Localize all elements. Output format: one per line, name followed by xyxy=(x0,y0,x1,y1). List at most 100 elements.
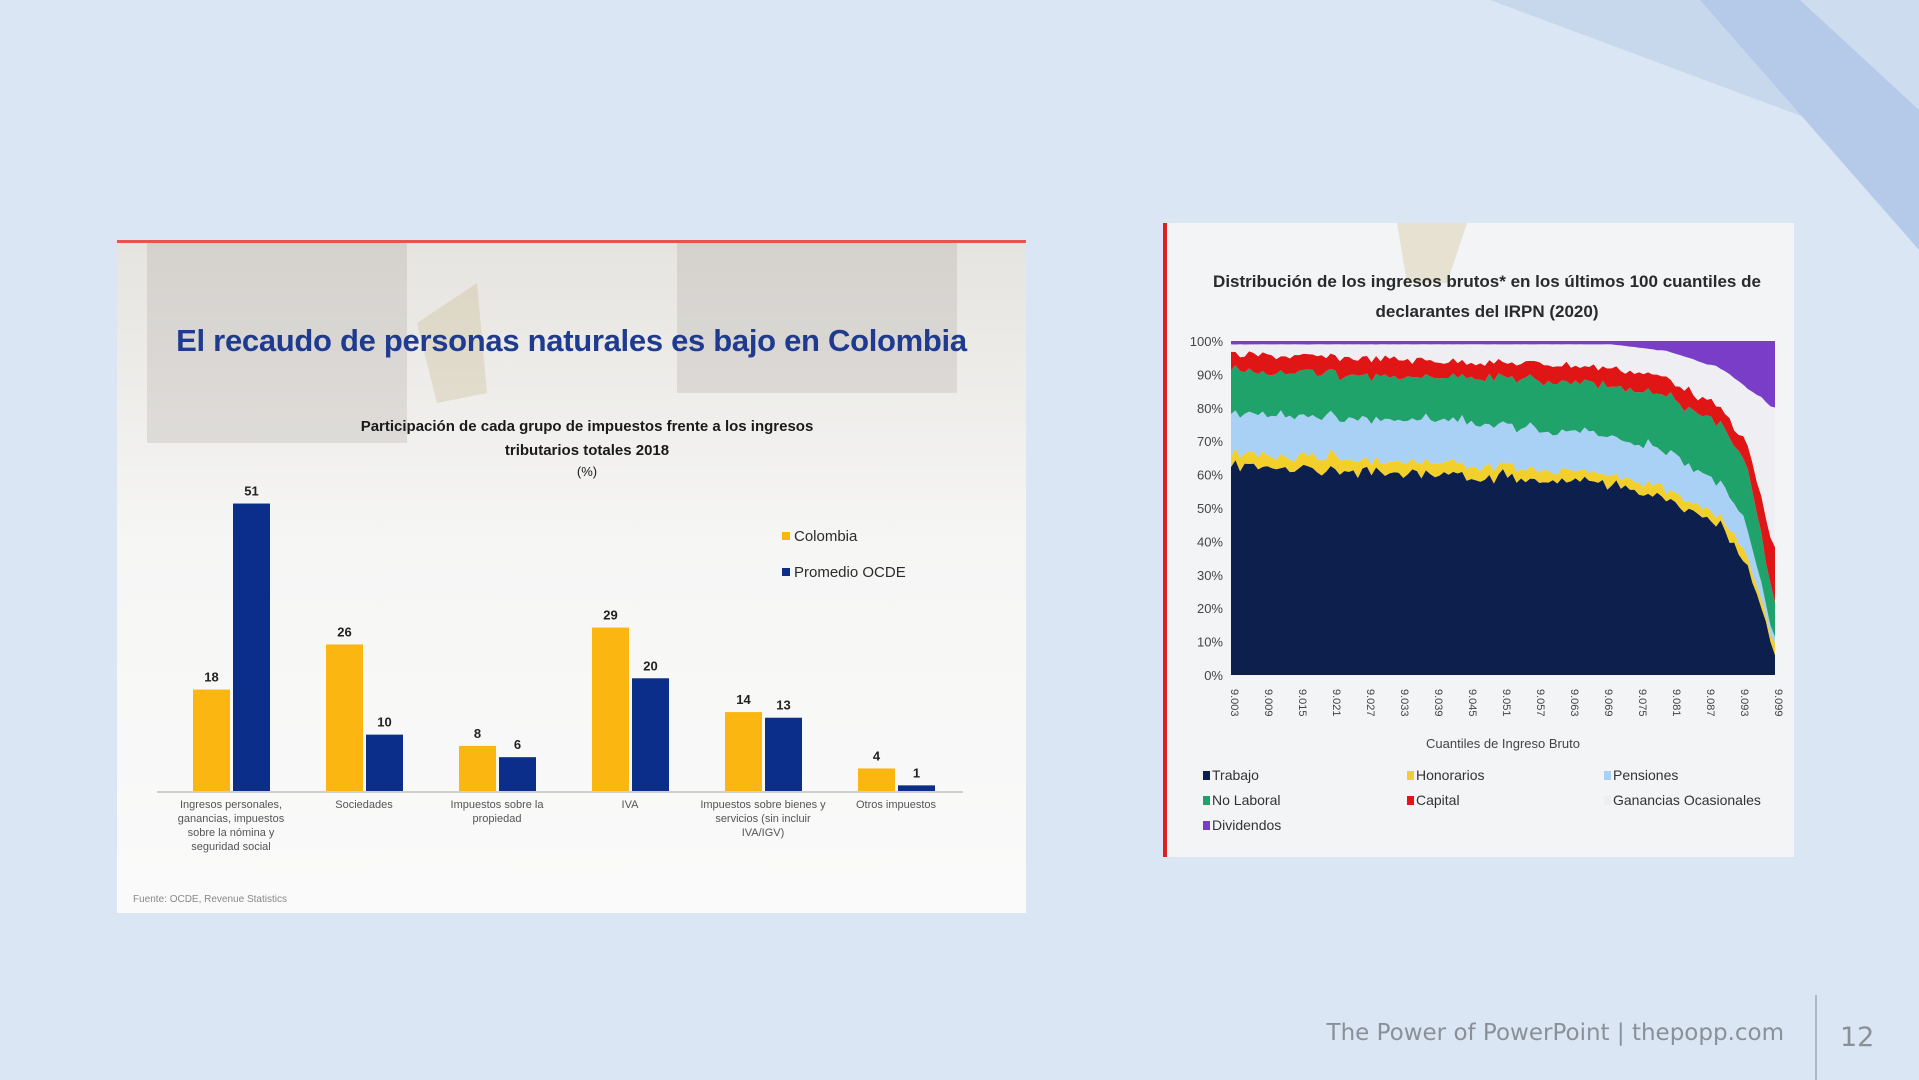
data-label-ocde-3: 20 xyxy=(643,658,657,673)
category-label-5: Otros impuestos xyxy=(856,799,937,811)
subtitle-line-1: Participación de cada grupo de impuestos… xyxy=(360,418,814,435)
subtitle-unit: (%) xyxy=(576,464,598,479)
x-tick-label: 9.063 xyxy=(1568,689,1580,717)
category-label-1: Sociedades xyxy=(335,799,393,811)
category-label-0: seguridad social xyxy=(191,841,271,853)
x-tick-label: 9.051 xyxy=(1500,689,1512,717)
legend-colombia: Colombia xyxy=(782,528,857,545)
bar-colombia-2 xyxy=(459,745,496,791)
area-series-dividendos xyxy=(1231,341,1775,408)
data-label-ocde-1: 10 xyxy=(377,715,391,730)
category-label-0: Ingresos personales, xyxy=(180,799,282,811)
y-tick-label: 60% xyxy=(1197,468,1223,483)
y-tick-label: 20% xyxy=(1197,601,1223,616)
category-label-3: IVA xyxy=(622,799,640,811)
y-tick-label: 40% xyxy=(1197,534,1223,549)
x-tick-label: 9.015 xyxy=(1296,689,1308,717)
legend-label-capital: Capital xyxy=(1416,792,1460,808)
data-label-colombia-3: 29 xyxy=(603,608,617,623)
data-label-ocde-5: 1 xyxy=(913,765,920,780)
y-tick-label: 30% xyxy=(1197,568,1223,583)
data-label-colombia-5: 4 xyxy=(873,748,881,763)
category-label-4: servicios (sin incluir xyxy=(715,813,811,825)
category-label-2: propiedad xyxy=(473,813,522,825)
chart-title: Distribución de los ingresos brutos* en … xyxy=(1207,267,1767,327)
bar-ocde-5 xyxy=(898,785,935,791)
bar-colombia-3 xyxy=(592,627,629,791)
x-tick-label: 9.027 xyxy=(1364,689,1376,717)
legend-label-ocde: Promedio OCDE xyxy=(794,564,906,581)
bar-ocde-0 xyxy=(233,503,270,791)
bar-colombia-4 xyxy=(725,712,762,791)
x-tick-label: 9.009 xyxy=(1262,689,1274,717)
legend-swatch-no-laboral xyxy=(1203,796,1210,805)
x-tick-label: 9.057 xyxy=(1534,689,1546,717)
data-label-colombia-4: 14 xyxy=(736,692,751,707)
legend-swatch-ganancias-ocasionales xyxy=(1604,796,1611,805)
y-tick-label: 80% xyxy=(1197,401,1223,416)
category-label-4: Impuestos sobre bienes y xyxy=(700,799,826,811)
source-note: Fuente: OCDE, Revenue Statistics xyxy=(133,894,287,905)
category-label-0: ganancias, impuestos xyxy=(178,813,285,825)
bar-ocde-3 xyxy=(632,678,669,791)
y-tick-label: 0% xyxy=(1204,668,1223,683)
title-line-1: Distribución de los ingresos brutos* en … xyxy=(1213,272,1761,291)
x-tick-label: 9.093 xyxy=(1738,689,1750,717)
bar-ocde-1 xyxy=(366,734,403,791)
x-tick-label: 9.069 xyxy=(1602,689,1614,717)
x-tick-label: 9.045 xyxy=(1466,689,1478,717)
legend-swatch-pensiones xyxy=(1604,771,1611,780)
footer-divider xyxy=(1815,995,1817,1080)
chart-subtitle: Participación de cada grupo de impuestos… xyxy=(317,415,857,481)
legend-ocde: Promedio OCDE xyxy=(782,564,906,581)
data-label-colombia-0: 18 xyxy=(204,670,218,685)
area-chart-slide: Distribución de los ingresos brutos* en … xyxy=(1163,223,1794,857)
x-tick-label: 9.087 xyxy=(1704,689,1716,717)
data-label-colombia-2: 8 xyxy=(474,726,481,741)
data-label-colombia-1: 26 xyxy=(337,624,351,639)
x-tick-label: 9.021 xyxy=(1330,689,1342,717)
y-tick-label: 10% xyxy=(1197,635,1223,650)
bar-colombia-5 xyxy=(858,768,895,791)
bar-chart-slide: El recaudo de personas naturales es bajo… xyxy=(117,240,1026,913)
x-tick-label: 9.039 xyxy=(1432,689,1444,717)
data-label-ocde-4: 13 xyxy=(776,698,790,713)
title-line-2: declarantes del IRPN (2020) xyxy=(1375,302,1599,321)
y-tick-label: 50% xyxy=(1197,501,1223,516)
legend-label-ganancias-ocasionales: Ganancias Ocasionales xyxy=(1613,792,1761,808)
x-tick-label: 9.075 xyxy=(1636,689,1648,717)
legend-label-colombia: Colombia xyxy=(794,528,858,545)
stacked-area-chart: 0% 10% 20% 30% 40% 50% 60% 70% 80% 90% 100% 9.003 9.… xyxy=(1190,334,1784,833)
legend-swatch-capital xyxy=(1407,796,1414,805)
data-label-ocde-2: 6 xyxy=(514,737,521,752)
category-label-4: IVA/IGV) xyxy=(742,827,785,839)
y-tick-label: 90% xyxy=(1197,367,1223,382)
legend-label-honorarios: Honorarios xyxy=(1416,767,1484,783)
x-tick-label: 9.003 xyxy=(1228,689,1240,717)
footer-text: The Power of PowerPoint | thepopp.com xyxy=(1326,1020,1784,1046)
x-tick-label: 9.099 xyxy=(1772,689,1784,717)
legend-swatch-ocde xyxy=(782,568,790,576)
area-series-pensiones xyxy=(1231,410,1775,644)
y-tick-label: 100% xyxy=(1190,334,1224,349)
legend-label-trabajo: Trabajo xyxy=(1212,767,1259,783)
legend-swatch-honorarios xyxy=(1407,771,1414,780)
legend-label-pensiones: Pensiones xyxy=(1613,767,1678,783)
legend-swatch-dividendos xyxy=(1203,821,1210,830)
page-number: 12 xyxy=(1840,1022,1875,1053)
legend-label-dividendos: Dividendos xyxy=(1212,817,1281,833)
x-axis-title: Cuantiles de Ingreso Bruto xyxy=(1426,736,1580,751)
x-tick-label: 9.081 xyxy=(1670,689,1682,717)
bar-ocde-2 xyxy=(499,757,536,791)
bar-colombia-0 xyxy=(193,689,230,791)
x-tick-label: 9.033 xyxy=(1398,689,1410,717)
category-label-2: Impuestos sobre la xyxy=(451,799,545,811)
data-label-ocde-0: 51 xyxy=(244,484,258,499)
area-series-no-laboral xyxy=(1231,365,1775,637)
legend-swatch-trabajo xyxy=(1203,771,1210,780)
bar-ocde-4 xyxy=(765,717,802,791)
y-tick-label: 70% xyxy=(1197,434,1223,449)
subtitle-line-2: tributarios totales 2018 xyxy=(504,442,670,459)
area-series-trabajo xyxy=(1231,460,1775,675)
